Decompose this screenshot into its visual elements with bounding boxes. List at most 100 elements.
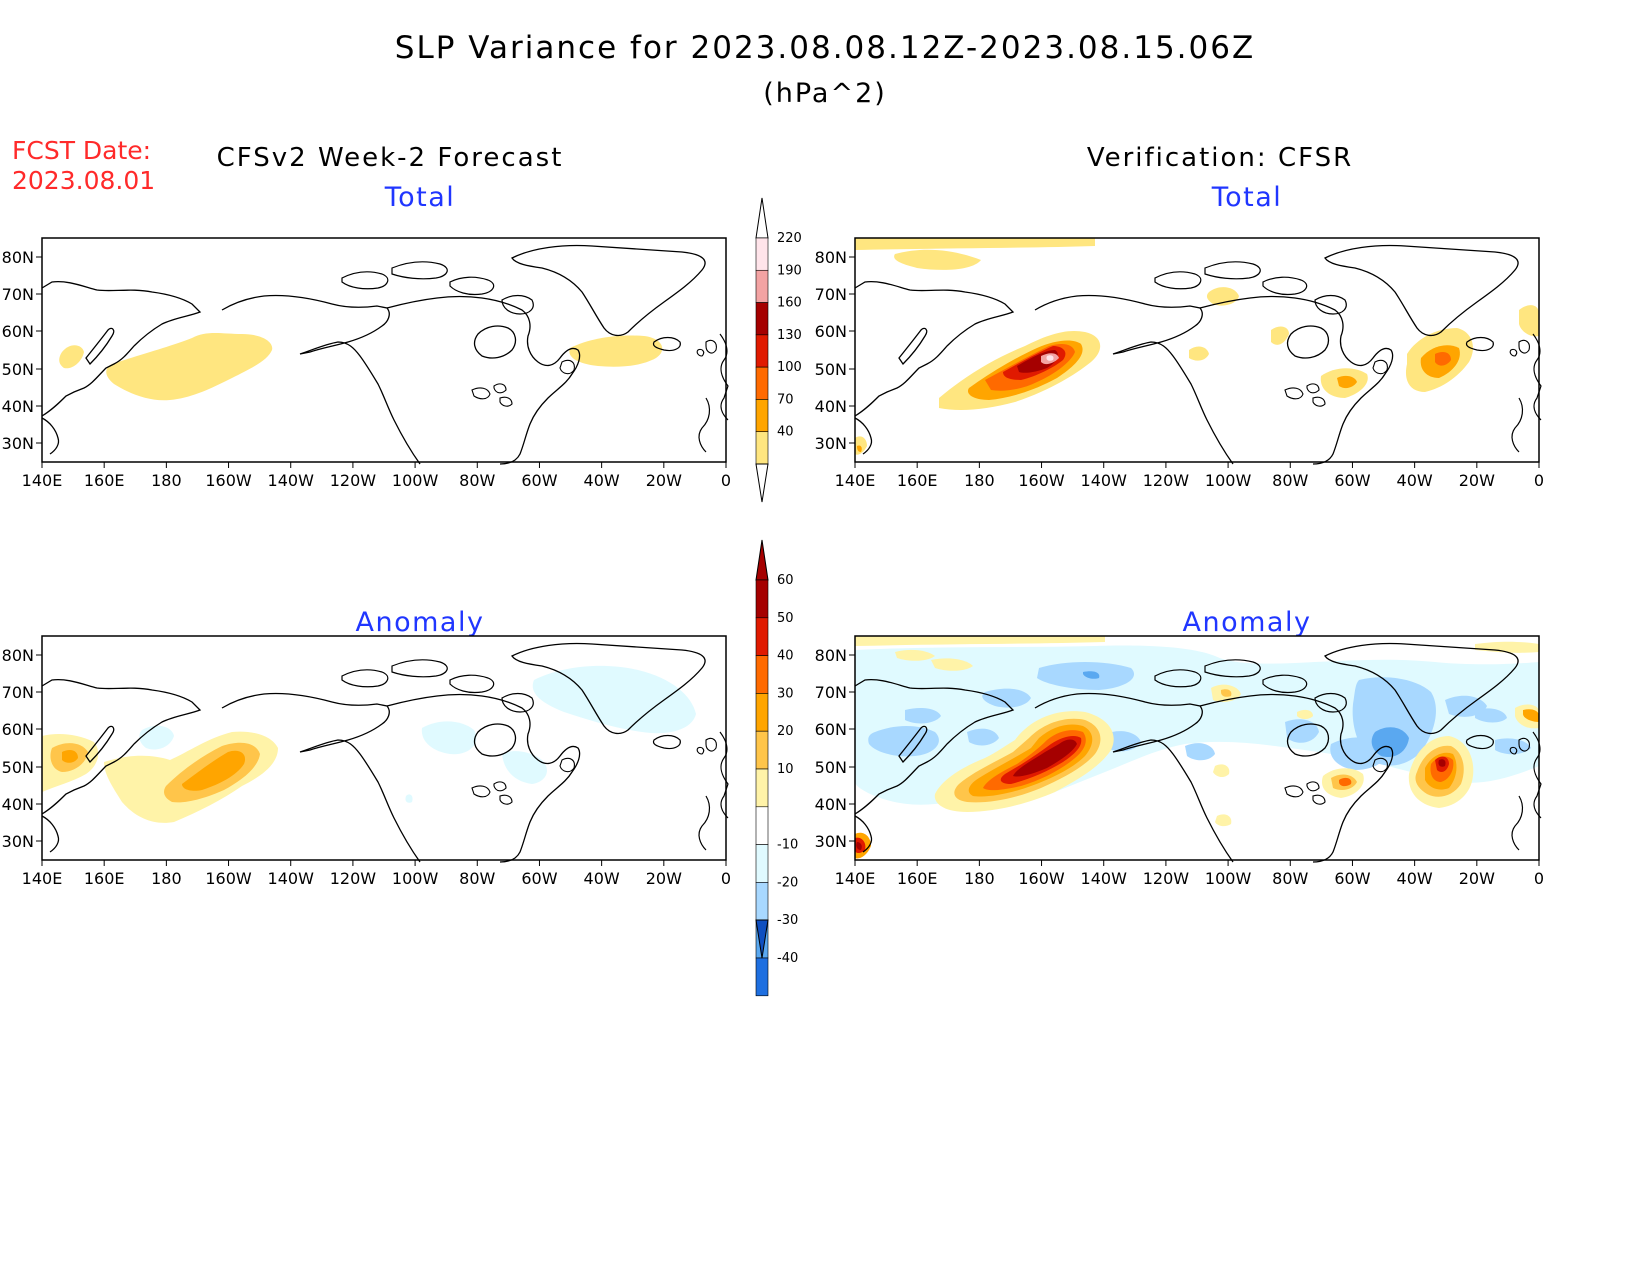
- lon-tick-label: 140W: [268, 471, 315, 490]
- lon-tick-label: 140E: [22, 471, 63, 490]
- lon-tick-label: 80W: [459, 471, 495, 490]
- lon-tick-label: 40W: [1397, 471, 1433, 490]
- lon-tick-label: 80W: [1272, 471, 1308, 490]
- lon-tick-label: 140E: [835, 869, 876, 888]
- colorbar-label: 50: [777, 611, 794, 626]
- colorbar-swatch: [755, 655, 769, 694]
- lat-tick-label: 70N: [2, 285, 34, 304]
- colorbar-label: 70: [777, 392, 794, 407]
- lon-tick-label: 20W: [1459, 471, 1495, 490]
- colorbar-label: 220: [777, 231, 802, 246]
- lon-tick-label: 180: [964, 869, 995, 888]
- total-colorbar: 220 190 160 130 100 70 40: [755, 197, 802, 503]
- lat-tick-label: 60N: [2, 322, 34, 341]
- lat-tick-label: 40N: [815, 795, 847, 814]
- axis-labels: 80N 70N 60N 50N 40N 30N 140E 160E 180 160W 140W 120…: [2, 248, 1544, 888]
- colorbar-label: -20: [777, 875, 798, 890]
- colorbar-swatch: [755, 579, 769, 619]
- lon-tick-label: 140E: [835, 471, 876, 490]
- lon-tick-label: 120W: [330, 471, 377, 490]
- lon-tick-label: 160W: [205, 471, 252, 490]
- lon-tick-label: 160W: [1018, 471, 1065, 490]
- lon-tick-label: 20W: [1459, 869, 1495, 888]
- lat-tick-label: 30N: [2, 832, 34, 851]
- colorbar-label: -10: [777, 838, 798, 853]
- lon-tick-label: 140E: [22, 869, 63, 888]
- lon-tick-label: 120W: [1143, 869, 1190, 888]
- lon-tick-label: 60W: [521, 869, 557, 888]
- lat-tick-label: 50N: [815, 758, 847, 777]
- lon-tick-label: 60W: [1334, 471, 1370, 490]
- lat-tick-label: 30N: [815, 434, 847, 453]
- colorbar-label: 20: [777, 724, 794, 739]
- lon-tick-label: 160W: [205, 869, 252, 888]
- verification-anomaly-shading: [855, 636, 1539, 859]
- lon-tick-label: 0: [721, 869, 731, 888]
- lat-tick-label: 60N: [2, 720, 34, 739]
- lon-tick-label: 180: [964, 471, 995, 490]
- colorbar-swatch: [755, 730, 769, 770]
- colorbar-swatch: [755, 693, 769, 732]
- forecast-date-caption: FCST Date:: [12, 136, 152, 165]
- colorbar-label: -30: [777, 913, 798, 928]
- verification-anomaly-map: [854, 635, 1542, 863]
- forecast-date-label: FCST Date: 2023.08.01: [12, 136, 155, 196]
- colorbar-swatch: [755, 768, 769, 808]
- colorbar-label: 130: [777, 328, 802, 343]
- forecast-total-shading: [59, 333, 663, 401]
- colorbar-swatch: [755, 882, 769, 921]
- lat-tick-label: 80N: [2, 646, 34, 665]
- lat-tick-label: 30N: [815, 832, 847, 851]
- lat-tick-label: 60N: [815, 322, 847, 341]
- lon-tick-label: 40W: [584, 869, 620, 888]
- lat-tick-label: 80N: [815, 646, 847, 665]
- lon-tick-label: 60W: [521, 471, 557, 490]
- units-label: (hPa^2): [763, 78, 887, 109]
- lat-tick-label: 50N: [2, 360, 34, 379]
- lon-tick-label: 160E: [897, 471, 938, 490]
- lon-tick-label: 160E: [84, 869, 125, 888]
- colorbar-label: 160: [777, 296, 802, 311]
- lat-tick-label: 50N: [815, 360, 847, 379]
- colorbar-swatch: [755, 334, 769, 368]
- verification-total-subtitle: Total: [1211, 182, 1283, 213]
- lat-tick-label: 60N: [815, 720, 847, 739]
- lat-tick-label: 70N: [815, 683, 847, 702]
- lon-tick-label: 140W: [1081, 869, 1128, 888]
- lon-tick-label: 20W: [646, 471, 682, 490]
- lon-tick-label: 100W: [392, 471, 439, 490]
- colorbar-label: 60: [777, 573, 794, 588]
- forecast-date-value: 2023.08.01: [12, 166, 156, 195]
- colorbar-label: 40: [777, 649, 794, 664]
- lon-tick-label: 60W: [1334, 869, 1370, 888]
- lat-tick-label: 80N: [2, 248, 34, 267]
- colorbar-label: 190: [777, 263, 802, 278]
- anomaly-colorbar: 60 50 40 30 20 10 -10 -20 -30 -40: [755, 539, 798, 997]
- forecast-anomaly-map: [41, 635, 729, 863]
- lon-tick-label: 140W: [1081, 471, 1128, 490]
- forecast-column-title: CFSv2 Week-2 Forecast: [216, 143, 564, 173]
- lon-tick-label: 100W: [1205, 471, 1252, 490]
- colorbar-swatch: [755, 431, 769, 465]
- colorbar-label: 10: [777, 762, 794, 777]
- lat-tick-label: 70N: [2, 683, 34, 702]
- colorbar-label: 30: [777, 686, 794, 701]
- lon-tick-label: 20W: [646, 869, 682, 888]
- lon-tick-label: 100W: [1205, 869, 1252, 888]
- lon-tick-label: 180: [151, 869, 182, 888]
- lon-tick-label: 40W: [1397, 869, 1433, 888]
- lat-tick-label: 70N: [815, 285, 847, 304]
- colorbar-swatch: [755, 957, 769, 997]
- colorbar-swatch: [755, 844, 769, 883]
- lon-tick-label: 0: [1534, 471, 1544, 490]
- forecast-anomaly-subtitle: Anomaly: [355, 607, 485, 638]
- colorbar-swatch: [755, 302, 769, 336]
- forecast-total-subtitle: Total: [384, 182, 456, 213]
- lat-tick-label: 40N: [2, 795, 34, 814]
- colorbar-label: 40: [777, 425, 794, 440]
- lat-tick-label: 40N: [815, 397, 847, 416]
- colorbar-swatch: [755, 806, 769, 845]
- lat-tick-label: 40N: [2, 397, 34, 416]
- verification-total-shading: [855, 238, 1539, 455]
